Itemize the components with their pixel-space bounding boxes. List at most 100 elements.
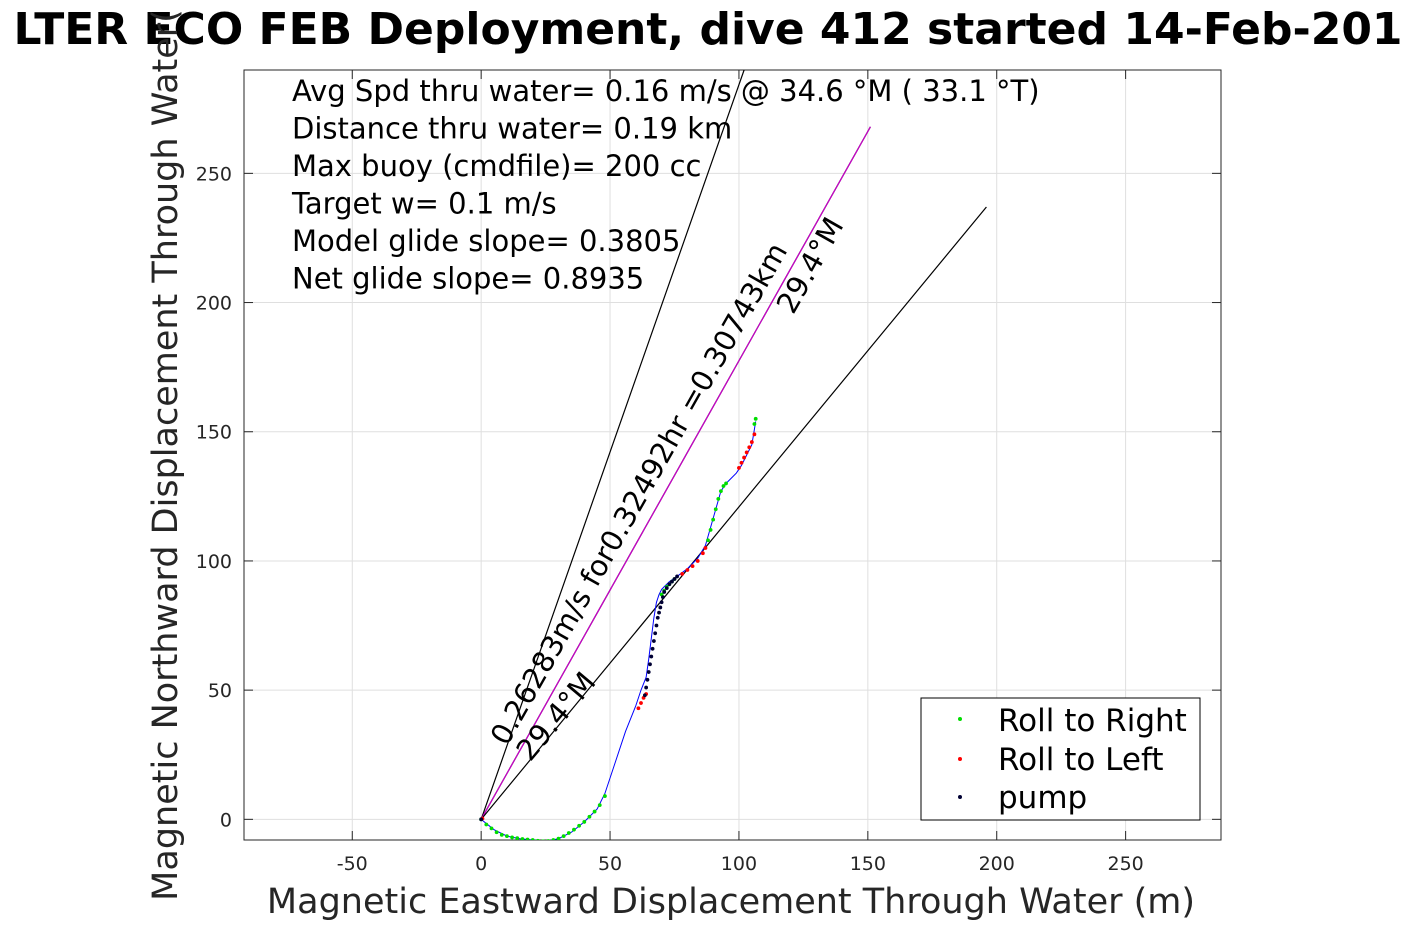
roll-left-point	[685, 568, 690, 572]
legend-label-roll-left: Roll to Left	[998, 742, 1164, 778]
glider-track	[480, 421, 757, 840]
x-tick-label: 250	[1107, 853, 1143, 875]
info-line: Max buoy (cmdfile)= 200 cc	[292, 149, 701, 183]
pump-point	[646, 670, 651, 674]
legend-marker-pump	[958, 795, 962, 799]
roll-left-point	[739, 460, 744, 465]
info-line: Net glide slope= 0.8935	[292, 262, 644, 296]
y-tick-label: 250	[196, 163, 232, 185]
roll-right-point	[597, 803, 602, 808]
legend: Roll to Right Roll to Left pump	[920, 697, 1201, 821]
roll-right-point	[752, 422, 757, 426]
pump-point	[667, 582, 672, 587]
roll-left-point	[680, 571, 685, 576]
roll-left-point	[703, 546, 708, 550]
roll-right-point	[713, 507, 718, 512]
roll-right-point	[587, 814, 592, 819]
roll-left-point	[639, 701, 643, 705]
reference-line	[480, 70, 745, 820]
roll-left-point	[695, 559, 700, 563]
info-text: Avg Spd thru water= 0.16 m/s @ 34.6 °M (…	[291, 74, 1040, 296]
y-tick-labels: 0 50 100 150 200 250	[196, 163, 232, 831]
y-tick-label: 0	[220, 809, 232, 831]
roll-right-point	[494, 830, 499, 835]
pump-point	[662, 590, 667, 594]
roll-right-point	[484, 822, 489, 827]
y-tick-label: 200	[196, 293, 232, 315]
pump-point	[664, 586, 669, 590]
legend-marker-roll-left	[958, 757, 962, 761]
info-line: Target w= 0.1 m/s	[291, 187, 557, 221]
pump-point	[658, 605, 663, 610]
pump-point	[670, 579, 674, 584]
roll-right-point	[572, 827, 576, 832]
pump-point	[649, 654, 654, 659]
roll-left-point	[737, 466, 741, 470]
pump-point	[654, 623, 659, 628]
legend-label-roll-right: Roll to Right	[998, 703, 1187, 739]
grid	[244, 70, 1221, 840]
roll-right-point	[520, 837, 525, 840]
legend-marker-roll-right	[958, 717, 962, 721]
x-tick-labels: -50 0 50 100 150 200 250	[337, 853, 1144, 875]
roll-right-point	[556, 836, 561, 840]
roll-right-point	[724, 481, 728, 486]
pump-point	[479, 817, 484, 822]
pump-point	[653, 631, 658, 636]
y-tick-label: 150	[196, 422, 232, 444]
pump-point	[642, 693, 647, 698]
roll-right-point	[708, 528, 713, 532]
roll-right-point	[706, 538, 710, 543]
track-line	[480, 421, 757, 840]
roll-right-point	[489, 826, 494, 831]
roll-right-point	[753, 416, 758, 421]
roll-left-point	[752, 432, 757, 437]
x-tick-label: 200	[979, 853, 1015, 875]
roll-left-point	[742, 455, 747, 460]
pump-point	[672, 577, 677, 581]
roll-left-point	[690, 564, 695, 569]
roll-right-point	[515, 836, 520, 840]
ticks	[244, 70, 1221, 840]
legend-label-pump: pump	[998, 780, 1087, 816]
pump-point	[650, 646, 655, 651]
pump-point	[675, 574, 679, 579]
pump-point	[644, 685, 649, 690]
x-tick-label: 100	[721, 853, 757, 875]
axes-box	[243, 69, 1222, 841]
chart-title: LTER ECO FEB Deployment, dive 412 starte…	[13, 4, 1402, 55]
roll-right-point	[566, 831, 571, 835]
roll-right-point	[546, 839, 550, 840]
pump-point	[655, 615, 660, 620]
pump-point	[645, 677, 650, 682]
roll-right-point	[525, 837, 530, 840]
roll-right-point	[510, 835, 514, 840]
info-line: Avg Spd thru water= 0.16 m/s @ 34.6 °M (…	[292, 74, 1040, 108]
roll-right-point	[505, 834, 509, 839]
roll-left-point	[749, 440, 754, 444]
info-line: Model glide slope= 0.3805	[292, 224, 680, 258]
x-tick-label: 150	[850, 853, 886, 875]
x-axis-label: Magnetic Eastward Displacement Through W…	[267, 882, 1195, 922]
roll-left-point	[744, 450, 749, 455]
pump-point	[660, 595, 665, 600]
roll-right-point	[536, 838, 540, 840]
x-tick-label: -50	[337, 853, 368, 875]
pump-point	[651, 639, 656, 643]
pump-point	[648, 662, 652, 667]
line-annotation: 0.26283m/s for0.32492hr =0.30743km	[483, 237, 794, 751]
roll-right-point	[530, 838, 535, 840]
legend-box	[920, 697, 1201, 821]
roll-right-point	[592, 809, 597, 814]
x-tick-label: 0	[475, 853, 487, 875]
roll-right-point	[602, 794, 607, 798]
info-line: Distance thru water= 0.19 km	[292, 112, 732, 146]
reference-line	[480, 206, 987, 820]
roll-left-point	[636, 706, 641, 711]
roll-right-point	[577, 823, 582, 828]
roll-right-point	[716, 497, 721, 501]
y-tick-label: 50	[208, 680, 232, 702]
roll-right-point	[499, 832, 504, 837]
x-tick-label: 50	[598, 853, 622, 875]
